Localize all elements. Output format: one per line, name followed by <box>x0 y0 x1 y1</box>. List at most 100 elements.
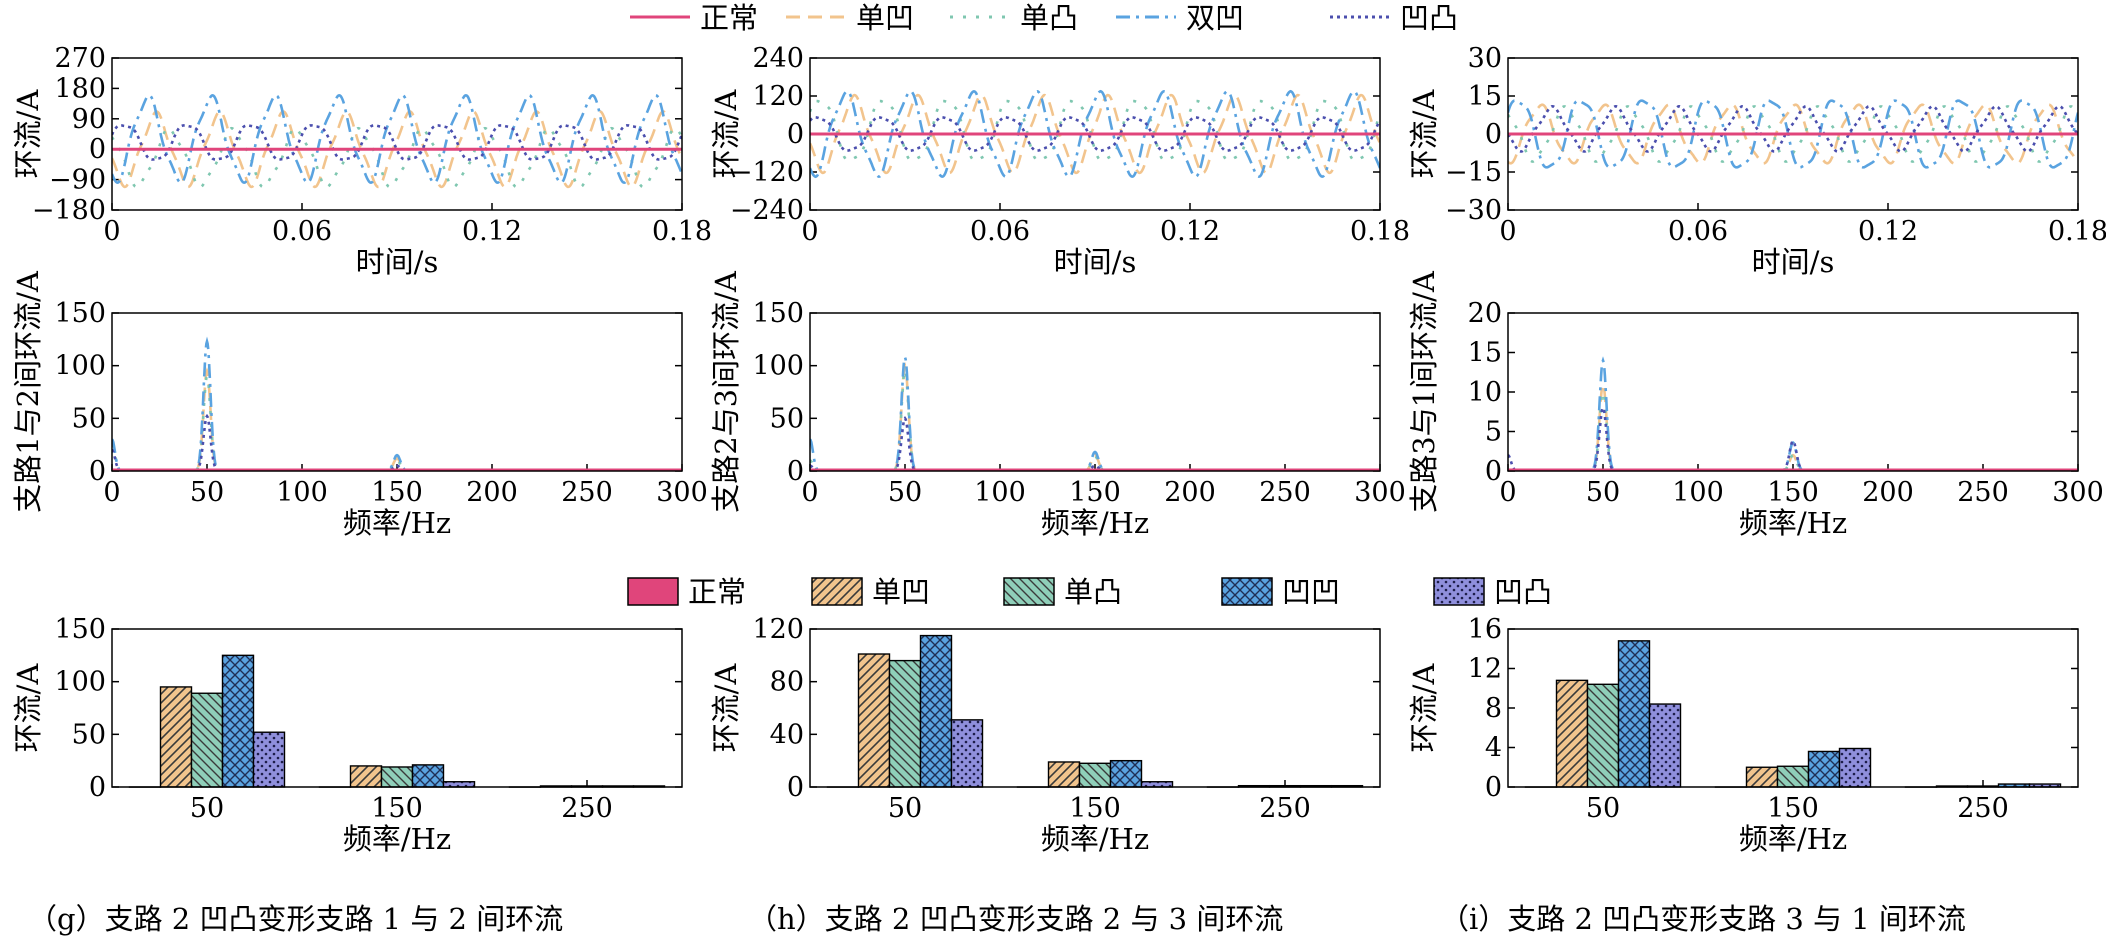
plot-frame <box>1507 57 2079 211</box>
plot-frame <box>111 312 683 472</box>
x-tick-label: 150 <box>1069 793 1121 824</box>
bar-单凸-50 <box>888 659 922 788</box>
series-双凹 <box>112 94 682 185</box>
x-tick-label: 150 <box>1767 477 1819 508</box>
x-tick-label: 300 <box>2052 477 2104 508</box>
legend-label: 单凹 <box>856 1 914 35</box>
caption-i: （i）支路 2 凹凸变形支路 3 与 1 间环流 <box>1440 902 1966 936</box>
y-tick-label: 0 <box>89 456 106 487</box>
legend-label: 凹凸 <box>1400 1 1458 35</box>
y-tick-label: 150 <box>54 614 106 645</box>
series-凹凸 <box>1508 104 2078 153</box>
x-tick-label: 0.06 <box>1668 216 1728 247</box>
legend-label: 凹凸 <box>1494 575 1552 609</box>
x-axis-label: 频率/Hz <box>1041 506 1149 540</box>
x-tick-label: 0.12 <box>1858 216 1918 247</box>
y-tick-label: 100 <box>752 351 804 382</box>
series-单凹 <box>1508 103 2078 165</box>
legend-bar-swatch <box>627 577 679 606</box>
spectrum-单凹 <box>112 366 682 471</box>
plot-frame <box>111 628 683 788</box>
bar-单凹-150 <box>1047 761 1081 788</box>
y-tick-label: 20 <box>1468 298 1502 329</box>
legend-label: 双凹 <box>1186 1 1244 35</box>
y-axis-label: 环流/A <box>11 663 45 753</box>
x-tick-label: 100 <box>1672 477 1724 508</box>
y-tick-label: 10 <box>1468 377 1502 408</box>
series-group <box>1508 99 2078 169</box>
y-axis-label: 环流/A <box>709 663 743 753</box>
bar-凹凸-50 <box>950 719 984 788</box>
y-axis-label: 支路2与3间环流/A <box>709 270 743 513</box>
legend-bar-swatch <box>1221 577 1273 606</box>
y-tick-label: −30 <box>1445 195 1502 226</box>
x-axis-label: 频率/Hz <box>343 822 451 856</box>
x-tick-label: 150 <box>1767 793 1819 824</box>
bar-凹凸-50 <box>252 731 286 788</box>
y-tick-label: 40 <box>770 719 804 750</box>
series-group <box>810 89 1380 179</box>
y-tick-label: 5 <box>1485 417 1502 448</box>
x-axis-label: 时间/s <box>1054 245 1137 279</box>
y-tick-label: −180 <box>32 195 106 226</box>
x-tick-label: 250 <box>1957 477 2009 508</box>
x-tick-label: 300 <box>656 477 708 508</box>
y-tick-label: 8 <box>1485 693 1502 724</box>
x-axis-label: 频率/Hz <box>1739 506 1847 540</box>
y-axis-label: 环流/A <box>1407 663 1441 753</box>
y-tick-label: 15 <box>1468 338 1502 369</box>
y-axis-label: 支路3与1间环流/A <box>1407 270 1441 513</box>
x-tick-label: 0.12 <box>462 216 522 247</box>
y-tick-label: 270 <box>54 43 106 74</box>
y-tick-label: −120 <box>730 157 804 188</box>
y-tick-label: 0 <box>787 119 804 150</box>
x-tick-label: 0 <box>801 477 818 508</box>
bar-legend: 正常 单凹 单凸 凹凹 凹凸 <box>627 575 1552 609</box>
x-axis-label: 频率/Hz <box>343 506 451 540</box>
bar-legend-item-4: 凹凸 <box>1433 575 1552 609</box>
y-tick-label: 0 <box>89 772 106 803</box>
bar-单凸-150 <box>380 766 414 788</box>
series-group <box>112 94 682 189</box>
x-tick-label: 0.18 <box>2048 216 2106 247</box>
series-group <box>1508 356 2078 471</box>
y-tick-label: 0 <box>787 772 804 803</box>
plot-frame <box>1507 312 2079 472</box>
plot-frame <box>809 57 1381 211</box>
x-tick-label: 250 <box>1259 793 1311 824</box>
bar-单凸-50 <box>1586 683 1620 788</box>
spectrum-单凸 <box>112 372 682 471</box>
y-tick-label: 0 <box>787 456 804 487</box>
chart-g-bar: 150 100 50 0 50 150 250 频率/Hz 环流/A <box>11 614 683 856</box>
series-单凹 <box>112 110 682 189</box>
legend-item-0: 正常 <box>630 1 758 35</box>
y-tick-label: 150 <box>54 298 106 329</box>
bar-凹凹-50 <box>919 634 953 788</box>
spectrum-双凹 <box>810 352 1380 471</box>
x-tick-label: 150 <box>371 477 423 508</box>
x-tick-label: 250 <box>1957 793 2009 824</box>
y-tick-label: 100 <box>54 351 106 382</box>
plot-frame <box>809 312 1381 472</box>
legend-bar-swatch <box>811 577 863 606</box>
series-group <box>810 352 1380 471</box>
bar-单凹-150 <box>349 765 383 788</box>
legend-label: 单凸 <box>1020 1 1078 35</box>
spectrum-单凹 <box>810 361 1380 471</box>
bar-单凸-50 <box>190 692 224 788</box>
x-tick-label: 300 <box>1354 477 1406 508</box>
y-tick-label: 50 <box>72 403 106 434</box>
legend-label: 正常 <box>700 1 758 35</box>
plot-frame <box>1507 628 2079 788</box>
x-tick-label: 0.06 <box>970 216 1030 247</box>
y-tick-label: 50 <box>72 719 106 750</box>
legend-label: 凹凹 <box>1282 575 1340 609</box>
legend-item-4: 凹凸 <box>1330 1 1458 35</box>
spectrum-双凹 <box>112 336 682 471</box>
spectrum-凹凸 <box>810 415 1380 471</box>
series-双凹 <box>1508 99 2078 169</box>
x-tick-label: 50 <box>190 477 224 508</box>
